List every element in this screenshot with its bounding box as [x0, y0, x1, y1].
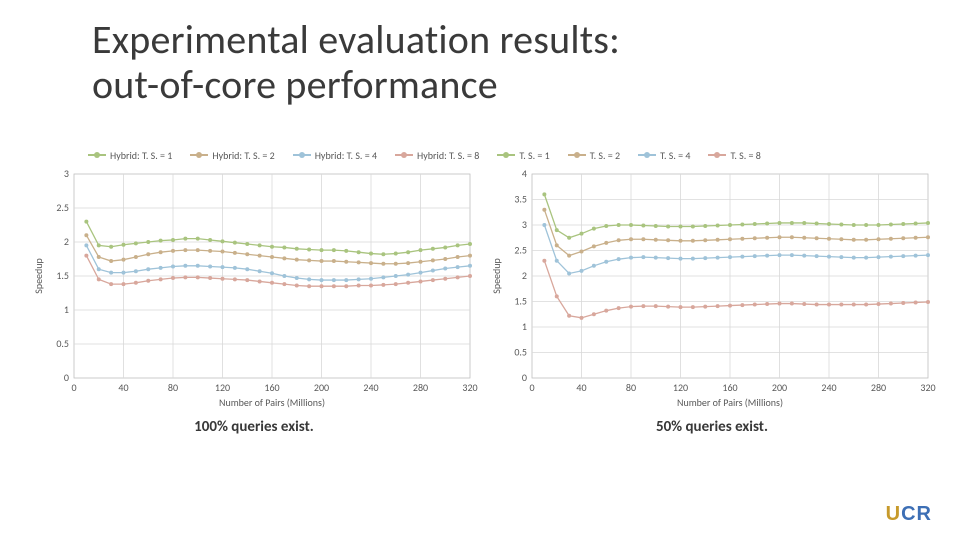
svg-text:2: 2	[64, 235, 69, 248]
logo-u: U	[886, 503, 901, 525]
svg-text:3.5: 3.5	[514, 193, 527, 206]
slide-title: Experimental evaluation results: out-of-…	[92, 18, 620, 108]
svg-text:2: 2	[522, 269, 527, 282]
svg-text:280: 280	[413, 381, 428, 394]
svg-text:2.5: 2.5	[56, 201, 69, 214]
svg-text:320: 320	[462, 381, 477, 394]
svg-text:1: 1	[64, 303, 69, 316]
legend-marker	[708, 150, 726, 160]
title-line-1: Experimental evaluation results:	[92, 15, 620, 64]
svg-text:1.5: 1.5	[514, 295, 527, 308]
legend-label: Hybrid: T. S. = 4	[315, 149, 377, 162]
chart-right-caption: 50% queries exist.	[488, 418, 936, 436]
svg-text:Number of Pairs (Millions): Number of Pairs (Millions)	[677, 396, 783, 409]
svg-text:120: 120	[215, 381, 230, 394]
legend-label: Hybrid: T. S. = 1	[110, 149, 172, 162]
chart-left-plot: 0 0.5 1 1.5 2 2.5 3 0 40 80 120 160 200 240 280 320 Numb…	[30, 168, 478, 412]
svg-text:80: 80	[626, 381, 636, 394]
svg-text:200: 200	[772, 381, 787, 394]
svg-text:Number of Pairs (Millions): Number of Pairs (Millions)	[219, 396, 325, 409]
svg-text:2.5: 2.5	[514, 244, 527, 257]
title-line-2: out-of-core performance	[92, 60, 498, 109]
svg-text:40: 40	[576, 381, 586, 394]
chart-left-caption: 100% queries exist.	[30, 418, 478, 436]
legend-marker	[497, 150, 515, 160]
legend-marker	[88, 150, 106, 160]
legend-label: Hybrid: T. S. = 2	[212, 149, 274, 162]
legend-label: T. S. = 2	[590, 149, 620, 162]
legend-marker	[395, 150, 413, 160]
chart-legend: Hybrid: T. S. = 1 Hybrid: T. S. = 2 Hybrid…	[88, 146, 940, 164]
svg-text:0.5: 0.5	[514, 346, 527, 359]
svg-text:40: 40	[118, 381, 128, 394]
svg-text:160: 160	[264, 381, 279, 394]
svg-text:160: 160	[722, 381, 737, 394]
svg-text:3: 3	[522, 218, 527, 231]
chart-left: 0 0.5 1 1.5 2 2.5 3 0 40 80 120 160 200 240 280 320 Numb…	[30, 168, 478, 438]
svg-text:240: 240	[821, 381, 836, 394]
legend-label: T. S. = 1	[519, 149, 549, 162]
svg-text:0: 0	[64, 371, 69, 384]
svg-text:Speedup: Speedup	[32, 258, 45, 294]
legend-marker	[568, 150, 586, 160]
logo-r: R	[917, 503, 932, 525]
legend-marker	[190, 150, 208, 160]
svg-text:3: 3	[64, 168, 69, 180]
chart-right-plot: 00.511.522.533.5404080120160200240280320…	[488, 168, 936, 412]
ucr-logo: UCR	[886, 503, 932, 526]
svg-text:280: 280	[871, 381, 886, 394]
svg-text:4: 4	[522, 168, 527, 180]
chart-right: 00.511.522.533.5404080120160200240280320…	[488, 168, 936, 438]
svg-text:0: 0	[529, 381, 534, 394]
svg-text:0.5: 0.5	[56, 337, 69, 350]
svg-text:0: 0	[71, 381, 76, 394]
legend-label: T. S. = 8	[730, 149, 760, 162]
charts-row: 00.511.522.5304080120160200240280320Numb…	[30, 168, 935, 468]
legend-item: Hybrid: T. S. = 2	[190, 149, 274, 162]
legend-item: Hybrid: T. S. = 4	[293, 149, 377, 162]
legend-item: T. S. = 1	[497, 149, 549, 162]
svg-text:0: 0	[522, 371, 527, 384]
legend-label: T. S. = 4	[660, 149, 690, 162]
legend-item: T. S. = 2	[568, 149, 620, 162]
logo-c: C	[901, 503, 916, 525]
legend-item: Hybrid: T. S. = 1	[88, 149, 172, 162]
svg-text:320: 320	[920, 381, 935, 394]
svg-text:120: 120	[673, 381, 688, 394]
svg-text:Speedup: Speedup	[490, 258, 503, 294]
legend-item: T. S. = 4	[638, 149, 690, 162]
svg-text:1.5: 1.5	[56, 269, 69, 282]
legend-item: Hybrid: T. S. = 8	[395, 149, 479, 162]
svg-text:80: 80	[168, 381, 178, 394]
svg-text:1: 1	[522, 320, 527, 333]
svg-text:240: 240	[363, 381, 378, 394]
legend-marker	[293, 150, 311, 160]
legend-label: Hybrid: T. S. = 8	[417, 149, 479, 162]
slide-root: Experimental evaluation results: out-of-…	[0, 0, 960, 540]
legend-marker	[638, 150, 656, 160]
svg-text:200: 200	[314, 381, 329, 394]
legend-item: T. S. = 8	[708, 149, 760, 162]
